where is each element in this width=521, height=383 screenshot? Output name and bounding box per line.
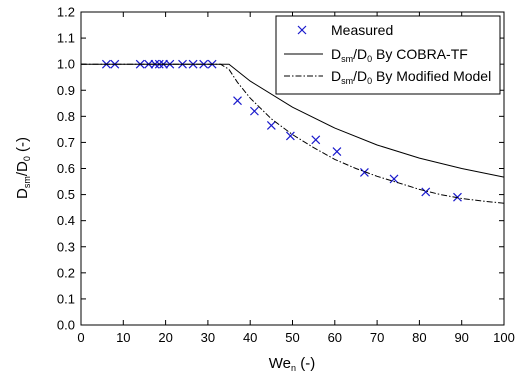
series-layer [81,59,505,204]
y-tick-label: 1.0 [57,57,75,72]
y-tick-label: 1.1 [57,31,75,46]
legend-marker-measured [297,25,307,35]
measured-point [250,106,259,116]
x-axis-title: Wen (-) [269,355,315,373]
x-tick-label: 10 [116,330,130,345]
legend: Measured Dsm/D0 By COBRA-TF Dsm/D0 By Mo… [275,15,501,95]
marker-stroke [389,174,399,184]
measured-point [389,174,399,184]
x-tick-label: 40 [243,330,257,345]
marker-stroke [285,131,295,141]
y-tick-label: 0.3 [57,239,75,254]
measured-point [453,192,462,202]
x-tick-label: 90 [454,330,468,345]
marker-stroke [250,106,259,116]
y-tick-label: 1.2 [57,5,75,20]
marker-stroke [359,167,369,177]
y-tick-label: 0.2 [57,265,75,280]
x-tick-label: 20 [158,330,172,345]
x-tick-label: 30 [201,330,215,345]
x-tick-label: 70 [370,330,384,345]
legend-entry-2: Dsm/D0 By COBRA-TF [331,46,468,64]
marker-stroke [311,135,321,145]
measured-point [266,121,276,130]
y-tick-label: 0.8 [57,109,75,124]
y-tick-label: 0.6 [57,161,75,176]
y-tick-label: 0.4 [57,213,75,228]
measured-point [233,96,242,106]
marker-stroke [266,121,276,130]
x-tick-label: 0 [77,330,84,345]
measured-point [421,187,431,197]
legend-box [275,15,501,95]
measured-point [285,131,295,141]
x-tick-label: 60 [328,330,342,345]
y-tick-label: 0.7 [57,135,75,150]
marker-stroke [233,96,242,106]
cobra-tf-line [81,63,505,178]
y-tick-label: 0.0 [57,318,75,333]
measured-point [359,167,369,177]
measured-point [332,147,342,156]
marker-stroke [421,187,431,197]
y-tick-label: 0.5 [57,187,75,202]
legend-entry-3: Dsm/D0 By Modified Model [331,68,491,86]
axis-ticks: 0 10 20 30 40 50 60 70 80 90 100 0.0 0.1 0.2 0.3 0.4 0.5… [57,5,515,346]
x-tick-label: 100 [493,330,515,345]
legend-entry-1: Measured [331,22,393,38]
measured-point [311,135,321,145]
legend-keys [284,25,323,77]
y-tick-label: 0.1 [57,291,75,306]
modified-model-line [81,63,505,204]
y-tick-label: 0.9 [57,83,75,98]
marker-stroke [332,147,342,156]
marker-stroke [297,25,307,35]
x-tick-label: 50 [285,330,299,345]
marker-stroke [453,192,462,202]
x-tick-label: 80 [412,330,426,345]
y-axis-title: Dsm/D0 (-) [14,137,32,199]
